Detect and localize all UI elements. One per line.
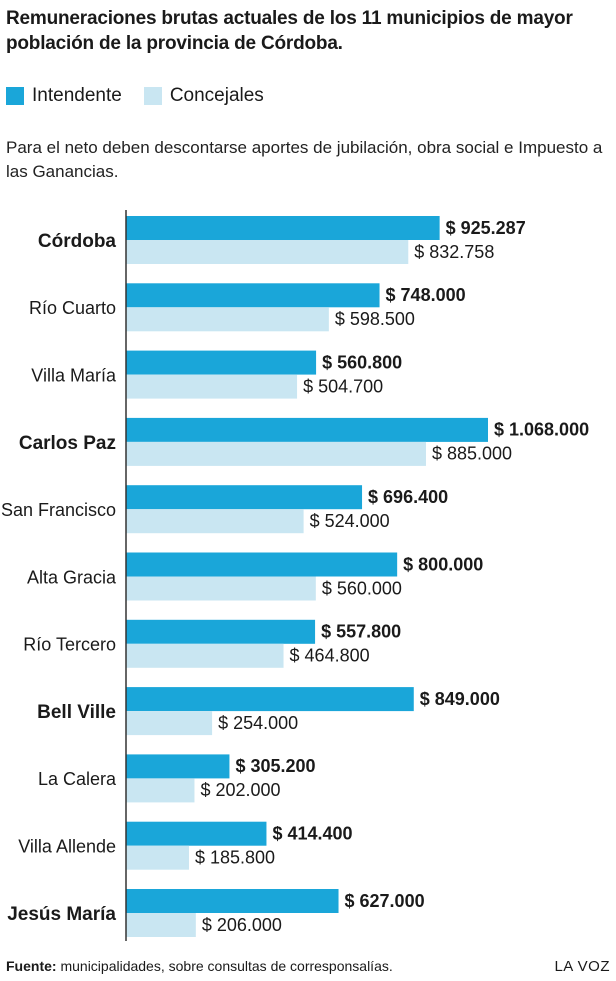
value-label-concejales-villa-maria: $ 504.700: [303, 376, 383, 396]
bar-concejales-alta-gracia: [126, 576, 316, 601]
category-label-san-francisco: San Francisco: [1, 500, 116, 520]
bar-intendente-alta-gracia: [126, 552, 398, 577]
bar-intendente-la-calera: [126, 754, 230, 779]
value-label-intendente-villa-allende: $ 414.400: [272, 823, 352, 843]
brand-logo: LA VOZ: [554, 958, 610, 975]
value-label-concejales-rio-tercero: $ 464.800: [290, 646, 370, 666]
value-label-intendente-san-francisco: $ 696.400: [368, 487, 448, 507]
value-label-concejales-cordoba: $ 832.758: [414, 242, 494, 262]
value-label-intendente-rio-cuarto: $ 748.000: [386, 285, 466, 305]
value-label-concejales-jesus-maria: $ 206.000: [202, 915, 282, 935]
footer: Fuente: municipalidades, sobre consultas…: [6, 958, 610, 975]
bar-intendente-san-francisco: [126, 485, 363, 510]
bar-concejales-villa-maria: [126, 374, 298, 399]
value-label-intendente-villa-maria: $ 560.800: [322, 352, 402, 372]
bar-chart: Córdoba $ 925.287 $ 832.758 Río Cuarto $ 748…: [1, 210, 589, 941]
category-label-alta-gracia: Alta Gracia: [27, 567, 117, 587]
chart-title: Remuneraciones brutas actuales de los 11…: [6, 8, 573, 54]
bar-concejales-jesus-maria: [126, 913, 196, 937]
bar-intendente-rio-tercero: [126, 619, 316, 644]
bar-intendente-rio-cuarto: [126, 283, 380, 308]
value-label-concejales-san-francisco: $ 524.000: [310, 511, 390, 531]
legend-swatch-intendente: [6, 87, 24, 105]
category-label-jesus-maria: Jesús María: [7, 904, 116, 925]
bar-concejales-bell-ville: [126, 711, 213, 736]
bar-intendente-villa-maria: [126, 350, 317, 375]
bar-concejales-la-calera: [126, 778, 195, 803]
legend-label-concejales: Concejales: [169, 85, 264, 106]
value-label-concejales-bell-ville: $ 254.000: [218, 713, 298, 733]
legend-item-intendente: Intendente: [6, 85, 122, 107]
category-label-cordoba: Córdoba: [38, 231, 117, 252]
legend-swatch-concejales: [143, 87, 162, 105]
chart-subtitle: Para el neto deben descontarse aportes d…: [6, 138, 603, 181]
bar-concejales-cordoba: [126, 240, 409, 264]
value-label-concejales-la-calera: $ 202.000: [200, 780, 280, 800]
value-label-intendente-rio-tercero: $ 557.800: [321, 622, 401, 642]
legend-label-intendente: Intendente: [32, 85, 122, 106]
value-label-intendente-bell-ville: $ 849.000: [420, 689, 500, 709]
bar-intendente-carlos-paz: [126, 417, 488, 442]
bar-intendente-jesus-maria: [126, 889, 339, 913]
bar-intendente-cordoba: [126, 216, 440, 240]
bar-intendente-villa-allende: [126, 821, 267, 846]
source-note: Fuente: municipalidades, sobre consultas…: [6, 958, 393, 975]
value-label-intendente-alta-gracia: $ 800.000: [403, 554, 483, 574]
category-label-rio-cuarto: Río Cuarto: [29, 298, 116, 318]
value-label-concejales-villa-allende: $ 185.800: [195, 847, 275, 867]
value-label-intendente-jesus-maria: $ 627.000: [345, 891, 425, 911]
source-label: Fuente:: [6, 958, 57, 974]
category-label-la-calera: La Calera: [38, 769, 117, 789]
legend-item-concejales: Concejales: [143, 85, 264, 107]
value-label-concejales-carlos-paz: $ 885.000: [432, 444, 512, 464]
legend: Intendente Concejales: [6, 84, 286, 108]
bar-concejales-rio-tercero: [126, 643, 284, 668]
value-label-intendente-carlos-paz: $ 1.068.000: [494, 420, 589, 440]
bar-concejales-rio-cuarto: [126, 307, 329, 332]
bar-concejales-carlos-paz: [126, 441, 426, 466]
value-label-concejales-rio-cuarto: $ 598.500: [335, 309, 415, 329]
category-label-villa-maria: Villa María: [31, 365, 117, 385]
source-text: municipalidades, sobre consultas de corr…: [60, 958, 393, 974]
value-label-intendente-la-calera: $ 305.200: [235, 756, 315, 776]
category-label-rio-tercero: Río Tercero: [23, 635, 116, 655]
value-label-intendente-cordoba: $ 925.287: [446, 218, 526, 238]
value-label-concejales-alta-gracia: $ 560.000: [322, 578, 402, 598]
category-label-carlos-paz: Carlos Paz: [19, 433, 116, 454]
bar-concejales-villa-allende: [126, 845, 189, 870]
category-label-villa-allende: Villa Allende: [18, 836, 116, 856]
bar-intendente-bell-ville: [126, 687, 414, 712]
bar-concejales-san-francisco: [126, 509, 304, 534]
category-label-bell-ville: Bell Ville: [37, 702, 116, 723]
